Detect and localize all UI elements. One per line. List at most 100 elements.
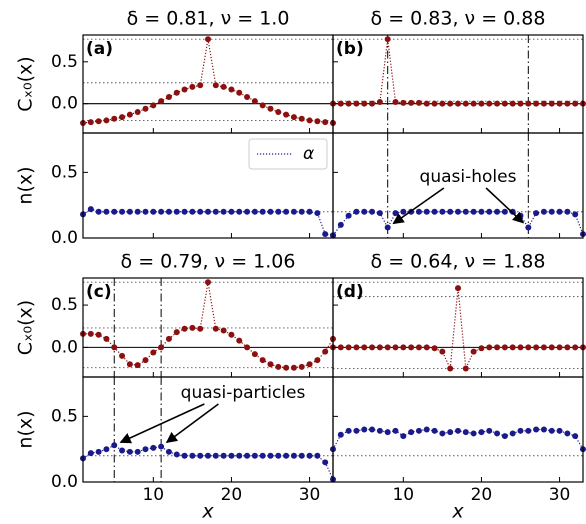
data-point: [455, 100, 461, 107]
data-point: [431, 100, 438, 107]
data-point: [462, 365, 469, 372]
panel-title: δ = 0.81, ν = 1.0: [127, 8, 290, 30]
data-point: [119, 114, 126, 121]
data-point: [572, 100, 579, 107]
data-point: [517, 100, 524, 107]
data-point: [400, 344, 407, 351]
data-point: [322, 459, 329, 466]
data-point: [337, 431, 344, 438]
data-point: [87, 330, 94, 337]
data-point: [408, 344, 415, 351]
data-point: [501, 100, 508, 107]
data-point: [181, 325, 188, 332]
annotation-arrow: [392, 187, 445, 225]
data-point: [314, 118, 321, 125]
data-point: [111, 442, 118, 449]
y-axis-label: n(x): [15, 410, 37, 448]
data-point: [181, 452, 188, 459]
data-point: [455, 427, 461, 434]
data-point: [119, 208, 126, 215]
data-point: [494, 100, 501, 107]
data-point: [400, 99, 407, 106]
data-point: [533, 344, 540, 351]
data-point: [447, 208, 454, 215]
annotation: quasi-holes: [420, 167, 517, 187]
data-point: [173, 451, 180, 458]
data-point: [244, 208, 251, 215]
data-point: [205, 36, 211, 43]
data-point: [439, 100, 446, 107]
data-point: [259, 452, 266, 459]
data-point: [415, 344, 422, 351]
series-line: [82, 39, 334, 124]
data-point: [95, 118, 102, 125]
data-point: [384, 224, 391, 231]
data-point: [119, 447, 126, 454]
y-tick-label: 0.0: [51, 228, 78, 248]
data-point: [322, 231, 329, 238]
data-point: [345, 427, 352, 434]
data-point: [173, 208, 180, 215]
x-tick-label: 10: [392, 485, 414, 505]
data-point: [501, 433, 508, 440]
data-point: [494, 430, 501, 437]
data-point: [220, 327, 227, 334]
data-point: [251, 98, 258, 105]
data-point: [431, 345, 438, 352]
data-point: [540, 344, 547, 351]
data-point: [126, 208, 133, 215]
data-point: [431, 427, 438, 434]
data-point: [314, 210, 321, 217]
data-point: [376, 427, 383, 434]
data-point: [103, 208, 110, 215]
data-point: [415, 208, 422, 215]
data-point: [447, 429, 454, 436]
data-point: [142, 446, 149, 453]
data-point: [290, 452, 297, 459]
data-point: [103, 446, 110, 453]
data-point: [165, 448, 172, 455]
data-point: [220, 83, 227, 90]
panel-label: (c): [86, 282, 112, 302]
data-point: [361, 344, 368, 351]
data-point: [564, 430, 571, 437]
data-point: [283, 111, 290, 118]
data-point: [322, 348, 329, 355]
x-tick-label: 30: [549, 485, 571, 505]
data-point: [236, 89, 243, 96]
series-line: [333, 39, 583, 105]
data-point: [345, 212, 352, 219]
y-axis-label: n(x): [15, 166, 37, 204]
data-point: [267, 452, 274, 459]
data-point: [95, 331, 102, 338]
data-point: [455, 285, 461, 292]
data-point: [556, 344, 563, 351]
data-point: [572, 211, 579, 218]
data-point: [548, 100, 555, 107]
data-point: [369, 426, 376, 433]
data-point: [361, 426, 368, 433]
data-point: [400, 433, 407, 440]
axes-frame: [332, 376, 584, 483]
data-point: [197, 82, 204, 89]
data-point: [556, 208, 563, 215]
data-point: [150, 208, 157, 215]
data-point: [361, 100, 368, 107]
data-point: [369, 100, 376, 107]
data-point: [423, 426, 430, 433]
x-tick-label: 30: [299, 485, 321, 505]
data-point: [244, 93, 251, 100]
data-point: [158, 208, 165, 215]
data-point: [158, 98, 165, 105]
data-point: [408, 99, 415, 106]
x-tick-label: 20: [471, 485, 493, 505]
x-tick-label: 10: [142, 485, 164, 505]
data-point: [87, 206, 94, 213]
data-point: [189, 83, 196, 90]
data-point: [439, 430, 446, 437]
panel: [83, 278, 333, 377]
annotation: quasi-particles: [181, 383, 306, 403]
data-point: [525, 344, 532, 351]
y-tick-label: 0.5: [51, 406, 78, 426]
data-point: [197, 208, 204, 215]
